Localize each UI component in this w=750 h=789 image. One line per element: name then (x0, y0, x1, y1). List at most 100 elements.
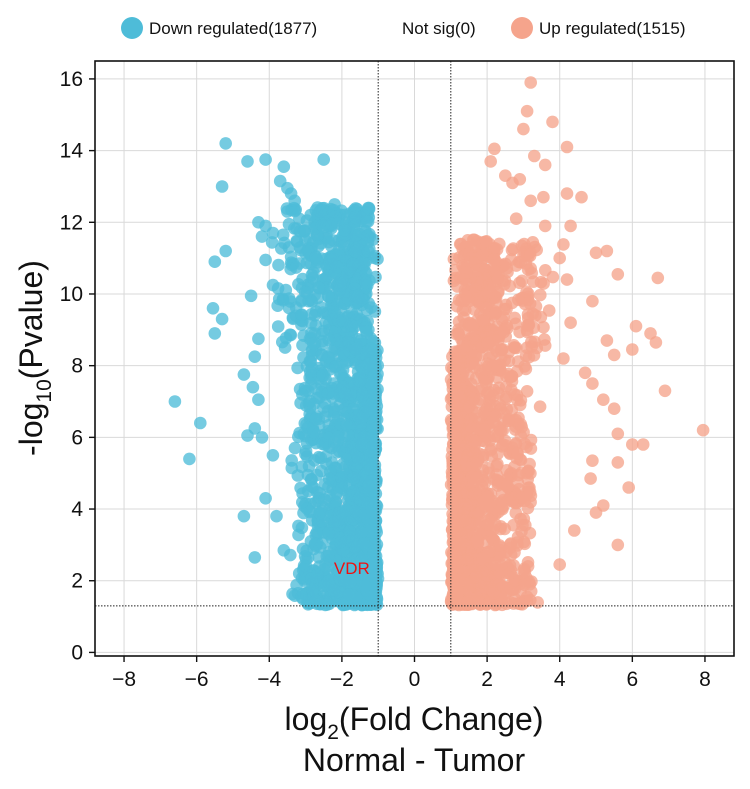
point-up (470, 591, 484, 605)
point-down (272, 258, 285, 272)
point-up (483, 391, 497, 405)
y-tick-label: 10 (60, 283, 83, 306)
point-up (586, 377, 599, 390)
point-up (454, 440, 468, 453)
point-down (305, 480, 319, 493)
point-down (168, 395, 182, 408)
point-down (348, 320, 362, 333)
point-up (476, 552, 490, 565)
point-up (538, 339, 552, 352)
point-down (318, 397, 332, 410)
point-up (482, 513, 496, 527)
point-down (312, 240, 325, 253)
point-up (450, 468, 464, 481)
point-down (241, 155, 254, 168)
point-up (470, 457, 483, 471)
x-tick-label: 2 (481, 668, 493, 691)
point-up (539, 264, 552, 277)
point-down (237, 509, 251, 523)
point-down (208, 327, 222, 340)
point-down (246, 380, 260, 394)
point-down (294, 481, 307, 495)
point-down (329, 360, 342, 373)
point-up (508, 341, 521, 354)
point-up (514, 585, 527, 599)
y-axis-title-prefix: -log (13, 403, 49, 456)
point-down (357, 537, 371, 550)
point-up (600, 334, 614, 347)
point-down (219, 137, 232, 150)
point-down (347, 565, 361, 579)
point-up (464, 384, 477, 398)
point-up (557, 238, 570, 251)
point-down (343, 524, 356, 538)
point-up (649, 336, 663, 349)
point-down (312, 551, 326, 564)
point-down (351, 409, 365, 423)
point-down (295, 590, 308, 604)
point-up (611, 268, 625, 281)
point-down (248, 551, 262, 564)
point-up (477, 315, 491, 328)
point-down (349, 342, 363, 356)
point-up (446, 529, 460, 542)
point-up (481, 569, 494, 582)
point-up (474, 423, 488, 436)
y-tick-label: 14 (60, 140, 84, 163)
point-down (351, 290, 365, 304)
point-down (333, 276, 347, 289)
point-up (658, 384, 672, 398)
point-up (452, 328, 466, 341)
point-down (266, 226, 280, 240)
point-down (346, 257, 360, 271)
point-down (296, 496, 309, 509)
y-tick-label: 12 (60, 211, 83, 234)
point-up (461, 552, 474, 566)
point-down (337, 504, 351, 518)
point-down (291, 361, 304, 375)
plot-area: VDR (94, 60, 735, 657)
point-down (276, 228, 290, 242)
point-up (505, 296, 519, 310)
point-down (345, 473, 359, 486)
point-down (314, 301, 328, 314)
point-down (282, 292, 296, 305)
point-up (597, 393, 610, 407)
point-down (271, 299, 285, 313)
point-up (533, 400, 547, 414)
point-up (513, 173, 527, 186)
point-up (479, 363, 492, 377)
point-up (520, 285, 533, 299)
point-up (481, 336, 494, 349)
point-up (459, 513, 472, 527)
point-up (493, 398, 507, 412)
point-up (490, 459, 504, 473)
point-up (496, 258, 510, 272)
point-down (296, 272, 309, 286)
point-down (322, 235, 336, 249)
point-down (252, 393, 265, 407)
point-down (322, 290, 336, 304)
x-tick-label: 4 (554, 668, 566, 691)
point-down (342, 429, 355, 442)
point-down (297, 225, 311, 238)
point-down (337, 346, 350, 360)
point-up (553, 558, 566, 571)
point-up (480, 377, 493, 391)
x-tick-label: −8 (112, 668, 136, 691)
point-up (468, 439, 481, 453)
point-down (303, 365, 317, 378)
point-down (368, 422, 381, 435)
legend-swatch-up (511, 17, 533, 39)
point-up (503, 541, 517, 555)
point-up (629, 319, 643, 333)
x-tick-label: 6 (626, 668, 638, 691)
point-up (505, 243, 519, 257)
point-down (259, 253, 272, 267)
point-up (487, 259, 501, 272)
point-up (586, 454, 599, 468)
point-up (557, 352, 570, 365)
point-down (279, 331, 293, 345)
point-up (537, 277, 550, 290)
